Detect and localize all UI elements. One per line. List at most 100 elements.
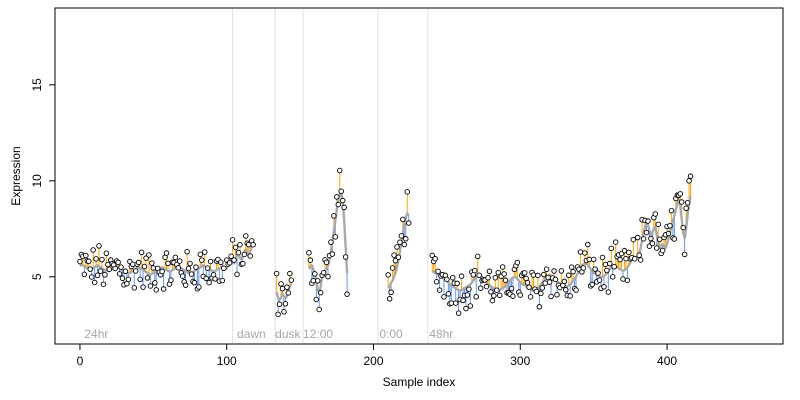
point-4-2	[388, 289, 394, 296]
point-5-123	[609, 274, 616, 280]
phase-label-0: 24hr	[84, 327, 108, 341]
point-0-11	[93, 256, 99, 262]
point-6-7	[645, 218, 651, 224]
point-0-75	[187, 260, 193, 267]
point-0-17	[102, 272, 108, 278]
point-4-6	[394, 244, 400, 250]
point-6-21	[665, 230, 672, 237]
point-5-119	[604, 267, 610, 274]
point-5-124	[611, 264, 617, 270]
point-6-30	[678, 199, 685, 205]
x-tick-label-1: 100	[217, 354, 237, 368]
point-3-16	[329, 251, 336, 257]
point-5-58	[514, 259, 521, 266]
point-0-70	[179, 273, 186, 279]
point-0-26	[115, 259, 121, 266]
point-0-96	[218, 259, 224, 266]
point-5-77	[542, 280, 548, 286]
point-5-125	[612, 239, 619, 245]
point-5-31	[474, 253, 481, 260]
phase-label-1: dawn	[237, 327, 266, 341]
point-1-16	[247, 253, 253, 259]
point-5-93	[565, 272, 572, 279]
point-5-74	[538, 290, 544, 297]
point-5-42	[491, 292, 497, 299]
point-5-110	[590, 256, 597, 263]
point-5-29	[472, 267, 478, 274]
point-0-46	[144, 275, 151, 281]
point-6-12	[652, 211, 659, 217]
point-5-103	[580, 265, 587, 271]
fit-segment-0	[80, 264, 225, 277]
point-6-29	[677, 191, 684, 197]
point-5-138	[632, 255, 638, 262]
point-5-114	[596, 277, 603, 283]
point-0-88	[206, 279, 212, 286]
point-0-40	[135, 259, 142, 266]
point-0-20	[106, 266, 113, 272]
point-0-68	[177, 258, 183, 264]
point-3-10	[320, 270, 327, 276]
point-5-26	[467, 303, 474, 309]
point-6-0	[634, 234, 641, 241]
point-0-48	[147, 283, 154, 289]
axes: 0 100 200 300 400 5 10 15	[30, 78, 677, 368]
point-5-23	[463, 305, 469, 312]
point-5-66	[526, 284, 532, 291]
y-axis-label: Expression	[9, 146, 23, 205]
point-5-41	[489, 297, 496, 304]
point-5-95	[568, 264, 575, 270]
point-3-4	[312, 271, 318, 277]
point-5-3	[433, 279, 440, 285]
point-0-79	[193, 264, 199, 270]
point-0-16	[100, 281, 107, 288]
point-0-50	[150, 265, 157, 271]
point-5-65	[524, 279, 531, 286]
point-5-106	[585, 241, 591, 248]
point-6-23	[668, 207, 675, 214]
point-5-69	[530, 272, 537, 278]
point-0-73	[184, 248, 190, 255]
point-5-113	[595, 270, 601, 276]
point-3-21	[336, 167, 343, 174]
point-0-82	[197, 251, 204, 258]
point-0-12	[94, 272, 101, 279]
data-points	[77, 167, 694, 318]
point-4-10	[400, 216, 406, 223]
point-6-10	[649, 240, 656, 247]
point-5-131	[621, 247, 628, 254]
point-0-15	[99, 256, 105, 263]
point-1-6	[232, 244, 239, 251]
point-5-25	[466, 286, 472, 292]
point-0-65	[172, 254, 179, 261]
point-0-14	[97, 268, 104, 274]
point-5-78	[543, 266, 550, 273]
point-0-37	[131, 285, 138, 291]
point-4-11	[401, 241, 408, 248]
point-5-117	[601, 284, 607, 290]
point-5-32	[476, 272, 482, 278]
point-0-89	[207, 258, 214, 265]
phase-label-5: 48hr	[429, 327, 453, 341]
phase-labels: 24hr dawn dusk 12:00 0:00 48hr	[84, 327, 453, 341]
point-5-128	[617, 256, 623, 263]
point-2-7	[284, 284, 290, 290]
point-3-20	[335, 201, 342, 208]
point-5-71	[533, 288, 540, 295]
point-0-85	[201, 249, 208, 255]
point-3-5	[313, 296, 320, 303]
point-5-21	[460, 297, 466, 304]
point-5-33	[477, 285, 484, 291]
point-6-15	[656, 236, 663, 243]
point-0-42	[138, 249, 145, 256]
point-5-60	[517, 292, 524, 298]
point-0-13	[96, 243, 102, 249]
point-2-5	[281, 309, 287, 315]
point-6-1	[636, 252, 642, 258]
point-0-56	[159, 268, 165, 275]
point-5-90	[561, 278, 568, 285]
point-5-85	[554, 292, 560, 298]
point-0-28	[118, 264, 124, 270]
